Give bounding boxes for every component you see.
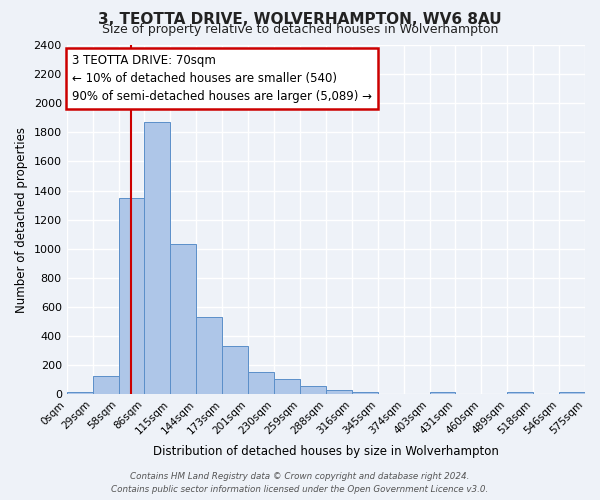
Bar [170,244,196,394]
Bar [67,392,92,394]
Bar [92,376,119,394]
Bar [222,346,248,395]
Bar [274,379,300,394]
Bar [559,392,585,394]
Text: Contains HM Land Registry data © Crown copyright and database right 2024.
Contai: Contains HM Land Registry data © Crown c… [112,472,488,494]
Text: Size of property relative to detached houses in Wolverhampton: Size of property relative to detached ho… [102,22,498,36]
Text: 3, TEOTTA DRIVE, WOLVERHAMPTON, WV6 8AU: 3, TEOTTA DRIVE, WOLVERHAMPTON, WV6 8AU [98,12,502,26]
Bar [248,372,274,394]
Bar [430,392,455,394]
Bar [352,392,377,394]
Bar [507,392,533,394]
Bar [145,122,170,394]
X-axis label: Distribution of detached houses by size in Wolverhampton: Distribution of detached houses by size … [153,444,499,458]
Text: 3 TEOTTA DRIVE: 70sqm
← 10% of detached houses are smaller (540)
90% of semi-det: 3 TEOTTA DRIVE: 70sqm ← 10% of detached … [73,54,373,102]
Bar [196,318,222,394]
Bar [119,198,145,394]
Y-axis label: Number of detached properties: Number of detached properties [15,126,28,312]
Bar [326,390,352,394]
Bar [300,386,326,394]
